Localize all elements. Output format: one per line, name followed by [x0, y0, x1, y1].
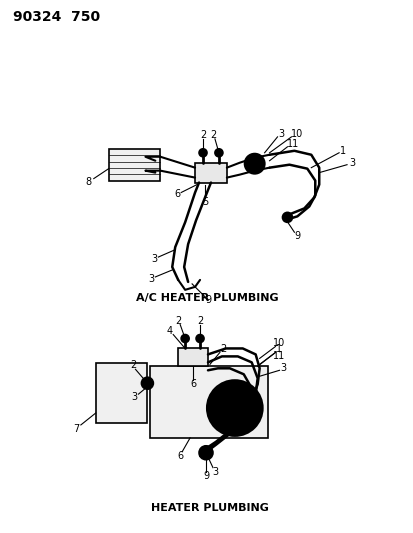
- Text: 10: 10: [273, 338, 285, 349]
- Bar: [178, 349, 207, 366]
- Text: A/C HEATER PLUMBING: A/C HEATER PLUMBING: [135, 293, 278, 303]
- Text: 2: 2: [209, 130, 216, 140]
- Text: 3: 3: [278, 129, 284, 139]
- Text: 10: 10: [291, 129, 303, 139]
- Text: HEATER PLUMBING: HEATER PLUMBING: [151, 503, 268, 513]
- Text: 6: 6: [174, 190, 180, 199]
- Text: 2: 2: [175, 316, 181, 326]
- Circle shape: [217, 391, 251, 425]
- Text: 2: 2: [219, 344, 225, 354]
- Text: 2: 2: [199, 130, 206, 140]
- Text: 2: 2: [197, 316, 203, 326]
- Circle shape: [199, 446, 212, 459]
- Bar: [108, 149, 160, 181]
- Text: 8: 8: [85, 176, 92, 187]
- Text: 3: 3: [280, 364, 286, 373]
- Bar: [95, 364, 147, 423]
- Text: 3: 3: [348, 158, 354, 168]
- Circle shape: [227, 401, 241, 415]
- Text: 1: 1: [276, 344, 282, 354]
- Text: 11: 11: [287, 139, 299, 149]
- Circle shape: [282, 212, 292, 222]
- Text: 3: 3: [151, 254, 157, 264]
- Bar: [195, 163, 226, 183]
- Circle shape: [214, 149, 222, 157]
- Text: 1: 1: [339, 146, 345, 156]
- Circle shape: [199, 149, 206, 157]
- Text: 9: 9: [204, 295, 211, 305]
- Text: 5: 5: [202, 197, 208, 207]
- Text: 3: 3: [211, 466, 218, 477]
- Text: 3: 3: [148, 274, 154, 284]
- Text: 2: 2: [130, 360, 136, 370]
- Text: 9: 9: [294, 231, 300, 241]
- Text: 7: 7: [73, 424, 79, 434]
- Circle shape: [206, 380, 262, 436]
- Text: 11: 11: [273, 351, 285, 361]
- Text: 3: 3: [131, 392, 137, 402]
- Circle shape: [249, 159, 259, 168]
- Circle shape: [141, 377, 153, 389]
- Text: 9: 9: [202, 471, 209, 481]
- Circle shape: [181, 335, 189, 343]
- Bar: [150, 366, 267, 438]
- Text: 6: 6: [190, 379, 196, 389]
- Circle shape: [244, 154, 264, 174]
- Text: 6: 6: [177, 451, 183, 461]
- Text: 90324  750: 90324 750: [13, 10, 100, 24]
- Circle shape: [196, 335, 204, 343]
- Text: 4: 4: [166, 326, 172, 336]
